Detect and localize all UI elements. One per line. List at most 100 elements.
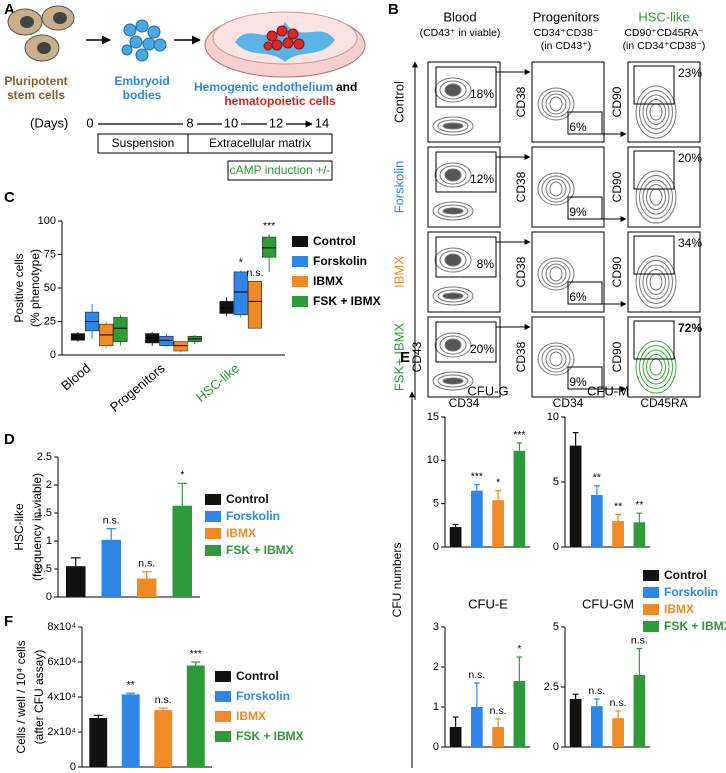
bar (633, 522, 646, 547)
legend-swatch (643, 587, 659, 598)
legend-label: FSK + IBMX (236, 729, 304, 743)
x-tick-label: Blood (58, 360, 93, 393)
panel-a: A Pluripotent stem cells Embryoid bodies… (4, 1, 366, 181)
gate (567, 196, 603, 220)
density-contour (646, 269, 666, 295)
significance: * (239, 256, 243, 268)
box (247, 280, 262, 329)
legend-swatch (205, 545, 221, 556)
density-contour (444, 83, 462, 97)
legend-label: Control (226, 492, 269, 506)
bar (471, 707, 483, 747)
stage-label: Hemogenic endothelium (194, 80, 333, 94)
x-tick-label: HSC-like (193, 360, 242, 404)
legend-label: Control (313, 234, 356, 248)
density-contour (635, 170, 677, 224)
density-contour (439, 165, 467, 185)
y-tick-label: 50 (44, 282, 56, 294)
bar (492, 727, 504, 747)
density-contour (437, 204, 469, 218)
significance: * (517, 643, 521, 655)
gate-percentage: 20% (470, 342, 494, 356)
density-contour (545, 263, 567, 285)
density-contour (537, 342, 575, 376)
timeline-label: (Days) (30, 115, 68, 130)
day: 10 (224, 115, 238, 130)
chart-title: CFU-GM (582, 596, 634, 611)
column-subtitle: (CD43⁺ in viable) (420, 27, 501, 39)
significance: ** (614, 500, 622, 512)
density-contour (541, 90, 571, 118)
legend-label: IBMX (664, 602, 694, 616)
density-contour (549, 351, 563, 367)
panel-label: C (4, 189, 15, 206)
box (70, 333, 85, 341)
bar (633, 675, 646, 747)
gate-percentage: 23% (678, 66, 702, 80)
gate (435, 321, 497, 363)
density-contour (437, 119, 469, 133)
legend-swatch (643, 621, 659, 632)
density-contour (549, 96, 563, 112)
y-tick-label: 0.5 (37, 563, 52, 575)
significance: * (180, 469, 184, 481)
density-contour (537, 257, 575, 291)
density-contour (434, 77, 472, 103)
y-axis-title: CFU numbers (390, 543, 404, 618)
day: 12 (269, 115, 283, 130)
y-tick-label: 8x10⁴ (47, 621, 76, 633)
bar (569, 699, 582, 747)
density-contour (639, 345, 673, 389)
stem-cells-icon (7, 5, 75, 62)
gate-percentage: 9% (569, 205, 587, 219)
chart-title: CFU-E (468, 596, 508, 611)
y-tick-label: 2x10⁴ (47, 726, 76, 738)
y-tick-label: 4x10⁴ (47, 691, 76, 703)
column-title: Blood (443, 9, 476, 24)
legend-swatch (215, 711, 231, 722)
x-axis-title: CD34 (553, 396, 584, 410)
bar (513, 681, 526, 747)
panel-label: D (4, 431, 15, 448)
legend-label: Forskolin (664, 585, 718, 599)
significance: *** (190, 648, 202, 660)
legend-label: FSK + IBMX (226, 543, 294, 557)
significance: *** (471, 470, 483, 482)
stage-label: Pluripotent (4, 74, 67, 88)
day: 0 (86, 115, 93, 130)
gate (435, 151, 497, 193)
density-contour (442, 377, 464, 385)
gate-percentage: 6% (569, 120, 587, 134)
density-contour (434, 332, 472, 358)
legend-swatch (215, 731, 231, 742)
column-title: Progenitors (533, 9, 600, 24)
bar (492, 500, 504, 547)
y-tick-label: 1.5 (37, 507, 52, 519)
significance: *** (263, 220, 275, 232)
y-tick-label: 15 (427, 411, 439, 423)
density-contour (439, 250, 467, 270)
stage-text: Suspension (112, 136, 175, 150)
density-contour (642, 264, 670, 300)
density-contour (635, 340, 677, 394)
y-axis-title: CD38 (514, 171, 528, 202)
panel-label: F (4, 613, 13, 630)
density-contour (646, 99, 666, 125)
legend-label: IBMX (226, 526, 256, 540)
significance: * (496, 476, 500, 488)
row-label: Forskolin (391, 161, 406, 214)
row-label: IBMX (391, 256, 406, 288)
y-axis-title: CD43 (410, 341, 424, 372)
box (145, 333, 160, 344)
density-contour (432, 371, 474, 391)
gate-percentage: 9% (569, 375, 587, 389)
bar (65, 566, 86, 597)
panel-e: E CFU numbers (390, 349, 415, 768)
bar (101, 539, 122, 597)
column-subtitle: CD90⁺CD45RA⁻ (624, 27, 704, 39)
bar (569, 445, 582, 547)
gate (435, 236, 497, 278)
y-axis-title: CD38 (514, 256, 528, 287)
bar (449, 727, 462, 747)
